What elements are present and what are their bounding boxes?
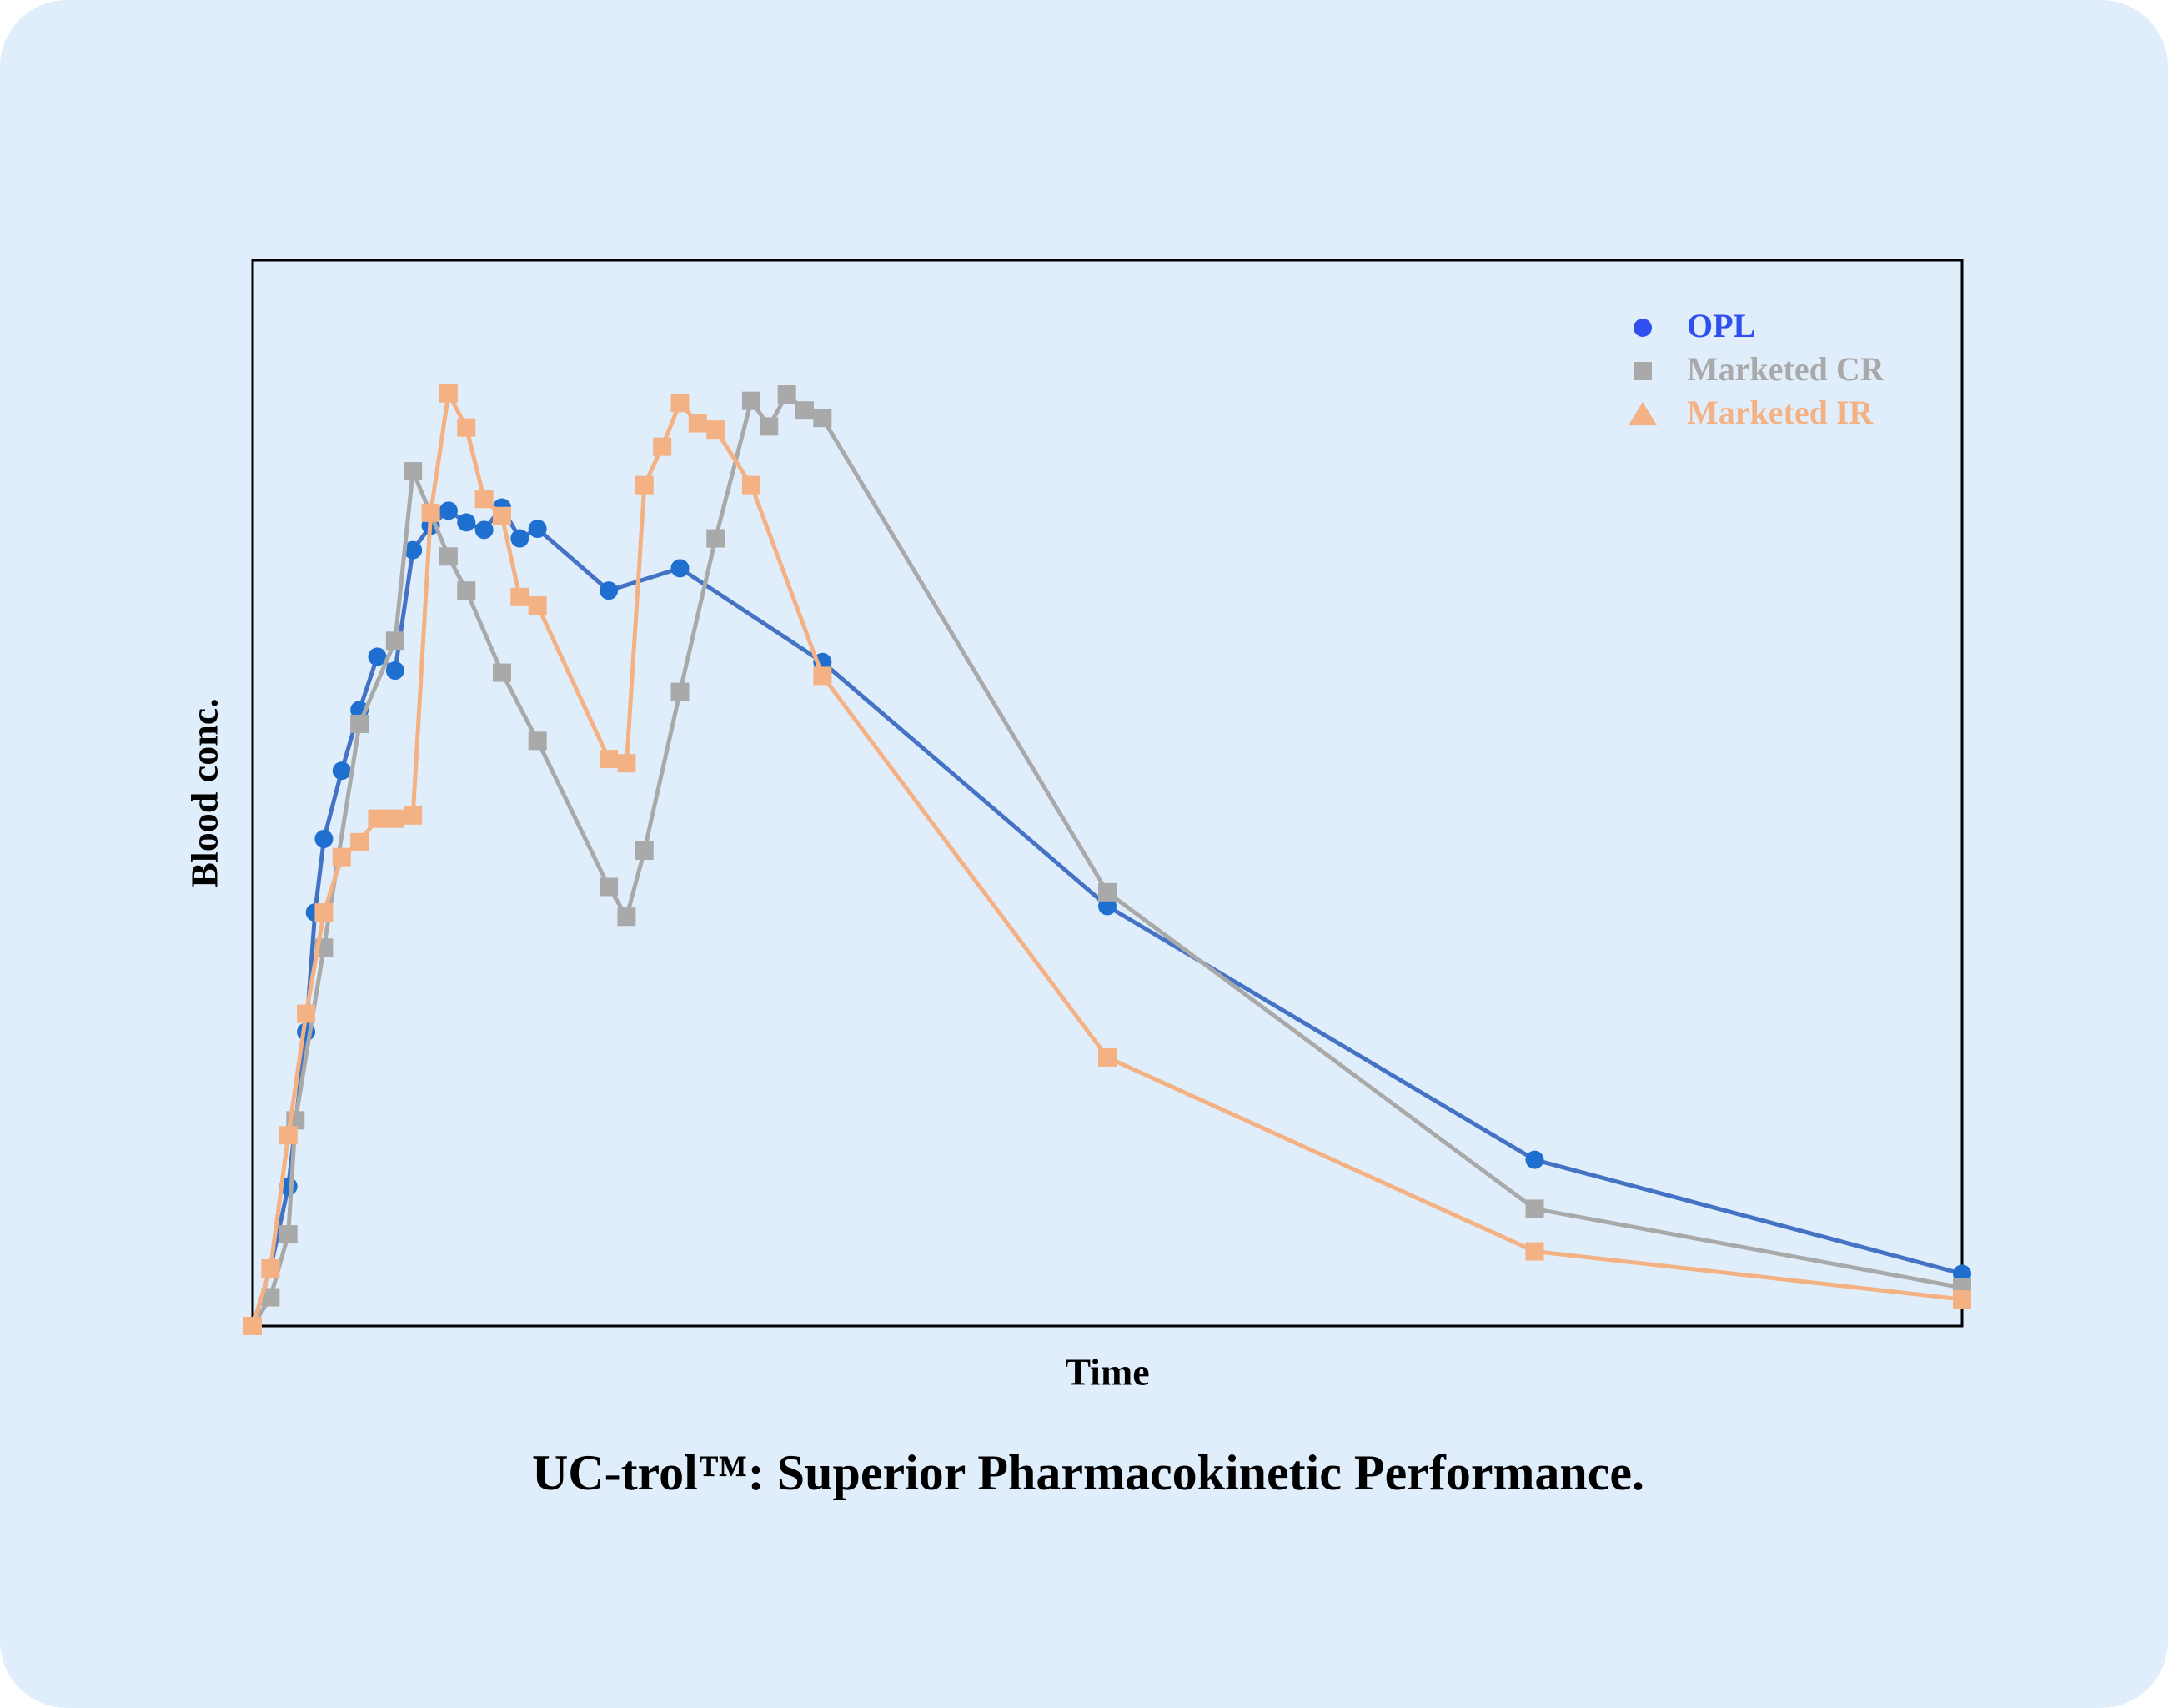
data-point xyxy=(368,809,387,828)
x-axis-label: Time xyxy=(1065,1351,1149,1394)
data-point xyxy=(813,409,832,428)
data-point xyxy=(439,501,458,520)
data-point xyxy=(385,809,404,828)
legend-marker xyxy=(1634,319,1652,337)
series-line xyxy=(250,505,1963,1327)
data-point xyxy=(670,394,690,413)
data-point xyxy=(332,847,351,867)
data-point xyxy=(795,401,814,420)
data-point xyxy=(653,437,672,456)
data-point xyxy=(617,907,636,927)
data-point xyxy=(261,1288,280,1307)
data-point xyxy=(404,540,423,560)
chart-title: UC-trol™: Superior Pharmacokinetic Perfo… xyxy=(532,1445,1644,1500)
data-point xyxy=(332,761,351,781)
data-point xyxy=(510,529,529,548)
data-point xyxy=(600,750,619,769)
data-point xyxy=(1098,897,1117,916)
data-point xyxy=(1525,1150,1544,1169)
data-point xyxy=(368,647,387,666)
data-point xyxy=(741,475,760,495)
data-point xyxy=(1525,1242,1544,1261)
data-point xyxy=(600,581,619,600)
legend-label: Marketed CR xyxy=(1687,350,1885,388)
y-axis-label: Blood conc. xyxy=(183,698,226,887)
legend-label: Marketed IR xyxy=(1687,394,1874,431)
data-point xyxy=(404,462,423,481)
plot-frame xyxy=(251,259,1964,1328)
series-line xyxy=(250,391,1963,1327)
data-point xyxy=(528,731,547,751)
data-point xyxy=(261,1258,280,1278)
data-point xyxy=(1953,1264,1971,1284)
data-point xyxy=(670,682,690,701)
data-point xyxy=(1098,882,1117,902)
series-line xyxy=(250,392,1963,1328)
data-point xyxy=(635,841,654,861)
data-point xyxy=(350,832,369,851)
data-point xyxy=(1098,1047,1117,1067)
data-point xyxy=(404,806,423,825)
data-point xyxy=(243,1317,262,1335)
data-point xyxy=(439,547,458,566)
legend-label: OPL xyxy=(1687,307,1755,344)
data-point xyxy=(439,384,458,403)
data-point xyxy=(279,1225,298,1244)
data-point xyxy=(457,581,476,600)
data-point xyxy=(528,596,547,615)
data-point xyxy=(510,587,529,606)
legend-marker xyxy=(1634,362,1652,380)
data-point xyxy=(385,631,404,651)
data-point xyxy=(385,661,404,681)
data-point xyxy=(457,418,476,437)
data-point xyxy=(314,903,334,922)
data-point xyxy=(421,503,440,522)
data-point xyxy=(314,829,334,848)
data-point xyxy=(617,754,636,773)
data-point xyxy=(474,490,494,509)
data-point xyxy=(706,420,725,440)
data-point xyxy=(1953,1290,1971,1309)
data-point xyxy=(528,520,547,539)
legend-marker xyxy=(1629,402,1657,425)
data-point xyxy=(279,1126,298,1145)
data-point xyxy=(492,506,511,525)
data-point xyxy=(777,385,796,404)
data-point xyxy=(297,1004,316,1023)
data-point xyxy=(741,391,760,410)
data-point xyxy=(474,520,494,540)
data-point xyxy=(706,529,725,548)
data-point xyxy=(813,666,832,686)
data-point xyxy=(670,559,690,578)
data-point xyxy=(457,513,476,532)
data-point xyxy=(688,414,707,433)
data-point xyxy=(600,877,619,897)
data-point xyxy=(350,714,369,733)
data-point xyxy=(635,475,654,495)
data-point xyxy=(760,417,779,436)
data-point xyxy=(492,663,511,682)
data-point xyxy=(1525,1199,1544,1218)
